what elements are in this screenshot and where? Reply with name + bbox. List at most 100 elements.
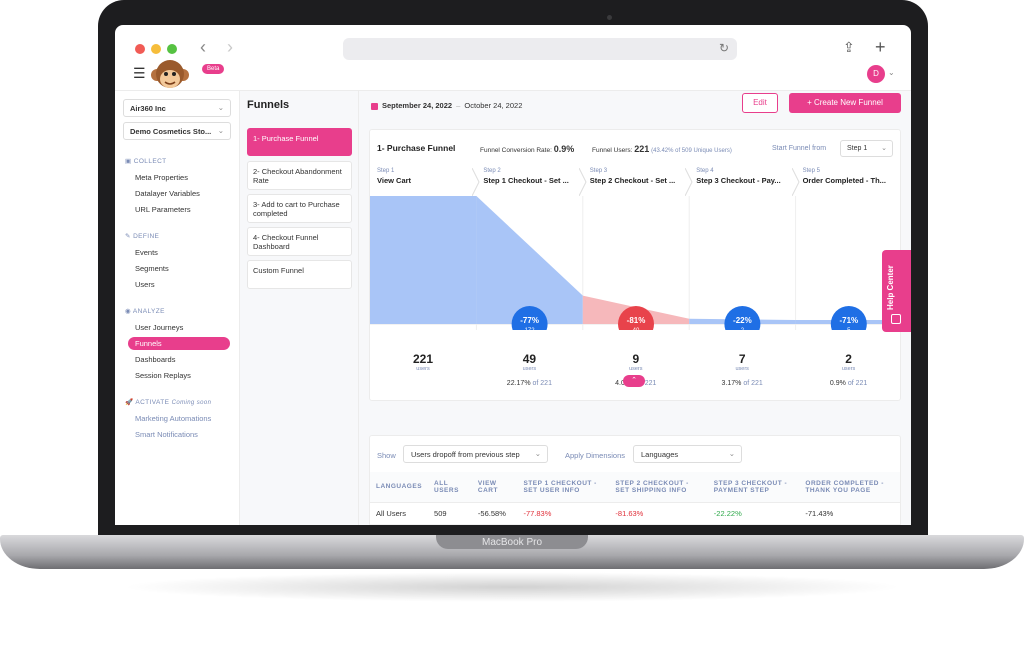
collapse-button[interactable]: ⌃ — [623, 375, 645, 387]
activate-section-label: ACTIVATE — [135, 399, 170, 406]
sidebar-item-users[interactable]: Users — [135, 280, 155, 289]
sidebar-item-dashboards[interactable]: Dashboards — [135, 355, 176, 364]
show-label: Show — [377, 451, 396, 460]
funnel-chart: -77% 172 -81% 40 -22% 2 -71% 5 — [370, 196, 902, 330]
help-center-button[interactable]: Help Center — [882, 250, 911, 332]
step-percent-value: 0.9% — [829, 380, 846, 387]
sidebar-item-events[interactable]: Events — [135, 248, 158, 257]
date-range-picker[interactable]: September 24, 2022 – October 24, 2022 — [367, 95, 526, 115]
step-number: Step 3 — [589, 168, 608, 174]
analyze-section-label: ANALYZE — [132, 308, 165, 315]
dropoff-percent: -22% — [733, 316, 752, 325]
minimize-dot[interactable] — [151, 44, 161, 54]
step-number: Step 2 — [483, 168, 501, 174]
start-step-select[interactable]: Step 1 ⌄ — [840, 140, 893, 157]
new-tab-icon[interactable]: + — [875, 37, 886, 57]
table-column-header[interactable]: VIEW CART — [471, 472, 518, 503]
step-users-count: 2 — [845, 352, 852, 366]
step-title: Step 2 Checkout - Set ... — [589, 176, 676, 185]
funnel-users-note: (43.42% of 509 Unique Users) — [651, 148, 732, 154]
sidebar-item-segments[interactable]: Segments — [135, 264, 169, 273]
table-cell: -77.83% — [517, 502, 610, 525]
step-header[interactable]: Step 4 Step 3 Checkout - Pay... — [696, 168, 790, 196]
url-bar[interactable]: ↻ — [343, 38, 737, 60]
help-center-label: Help Center — [886, 265, 895, 310]
funnel-card[interactable]: 4- Checkout Funnel Dashboard — [247, 227, 352, 256]
funnel-title: 1- Purchase Funnel — [377, 143, 456, 153]
date-start: September 24, 2022 — [382, 101, 453, 110]
share-icon[interactable]: ⇪ — [843, 39, 855, 55]
sidebar-item-funnels[interactable]: Funnels — [128, 337, 230, 350]
step-arrow-icon — [578, 168, 587, 196]
forward-icon[interactable]: › — [227, 37, 233, 57]
show-select[interactable]: Users dropoff from previous step ⌄ — [403, 445, 548, 463]
table-body: All Users 509 -56.58% -77.83% -81.63% -22.22%… — [370, 502, 900, 525]
dimension-select[interactable]: Languages ⌄ — [633, 445, 742, 463]
table-column-header[interactable]: STEP 3 CHECKOUT - PAYMENT STEP — [707, 472, 800, 503]
close-dot[interactable] — [135, 44, 145, 54]
funnel-card[interactable]: Custom Funnel — [247, 260, 352, 289]
dimension-select-value: Languages — [641, 450, 679, 459]
conversion-rate-value: 0.9% — [553, 144, 575, 154]
step-arrow-icon — [685, 168, 693, 196]
org-select[interactable]: Air360 Inc ⌄ — [123, 99, 231, 117]
dropoff-badge[interactable] — [830, 306, 867, 330]
device-brand: MacBook Pro — [481, 537, 543, 548]
step-percent: 0.9% of 221 — [796, 380, 902, 387]
step-title: Order Completed - Th... — [802, 176, 886, 185]
chevron-up-icon: ⌃ — [631, 377, 637, 384]
monkey-logo-icon — [151, 60, 189, 88]
dropoff-percent: -81% — [627, 316, 646, 325]
table-column-header[interactable]: STEP 2 CHECKOUT - SET SHIPPING INFO — [609, 472, 708, 503]
chevron-down-icon[interactable]: ⌄ — [888, 68, 895, 77]
sidebar-item-user-journeys[interactable]: User Journeys — [135, 323, 184, 332]
reload-icon[interactable]: ↻ — [718, 41, 729, 55]
step-header[interactable]: Step 5 Order Completed - Th... — [803, 168, 897, 196]
dropoff-badge[interactable] — [511, 306, 548, 330]
sidebar-item-marketing-automations[interactable]: Marketing Automations — [135, 414, 212, 423]
menu-icon[interactable]: ☰ — [133, 65, 146, 81]
funnel-bar[interactable] — [370, 196, 477, 324]
chevron-down-icon: ⌄ — [534, 449, 541, 458]
table-column-header[interactable]: ORDER COMPLETED - THANK YOU PAGE — [799, 472, 900, 503]
maximize-dot[interactable] — [167, 44, 177, 54]
step-header[interactable]: Step 1 View Cart — [377, 168, 471, 196]
dropoff-badge[interactable] — [724, 306, 761, 330]
funnel-card[interactable]: 3- Add to cart to Purchase completed — [247, 194, 352, 223]
step-number: Step 1 — [377, 168, 395, 174]
step-header[interactable]: Step 3 Step 2 Checkout - Set ... — [590, 168, 684, 196]
step-percent: 22.17% of 221 — [476, 380, 582, 387]
collect-section-label: COLLECT — [133, 158, 167, 165]
screen: ‹ › ↻ ⇪ + ☰ Beta D ⌄ Air360 Inc ⌄ Demo Co… — [115, 25, 911, 525]
table-column-header[interactable]: STEP 1 CHECKOUT - SET USER INFO — [517, 472, 610, 503]
avatar[interactable]: D — [867, 65, 885, 83]
funnel-panel: 1- Purchase Funnel Funnel Conversion Rat… — [369, 129, 902, 401]
conversion-rate-label: Funnel Conversion Rate: — [480, 147, 552, 154]
step-percent-value: 22.17% — [506, 380, 531, 387]
table-column-header[interactable]: LANGUAGES — [370, 472, 429, 503]
dropoff-badge[interactable] — [618, 306, 654, 330]
table-cell: -77.83% — [517, 524, 610, 525]
step-users-count: 9 — [632, 352, 640, 366]
funnel-users-label: Funnel Users: — [592, 147, 633, 154]
step-users-unit: users — [841, 366, 856, 372]
create-funnel-button[interactable]: + Create New Funnel — [789, 93, 901, 113]
chevron-down-icon: ⌄ — [217, 103, 224, 112]
step-header[interactable]: Step 2 Step 1 Checkout - Set ... — [483, 168, 577, 196]
sidebar-item-meta-properties[interactable]: Meta Properties — [135, 173, 188, 182]
step-users-unit: users — [735, 366, 749, 372]
funnel-card[interactable]: 1- Purchase Funnel — [247, 128, 352, 156]
table-row[interactable]: All Users 509 -56.58% -77.83% -81.63% -22.22%… — [370, 502, 900, 525]
edit-button[interactable]: Edit — [742, 93, 778, 113]
funnel-card[interactable]: 2- Checkout Abandonment Rate — [247, 161, 352, 190]
table-column-header[interactable]: ALL USERS — [428, 472, 472, 503]
table-row[interactable]: 509-56.58%-77.83%-81.63%-22.22%-71.43% — [370, 524, 900, 525]
help-icon — [891, 314, 901, 324]
sidebar-item-smart-notifications[interactable]: Smart Notifications — [135, 430, 198, 439]
sidebar-item-url-parameters[interactable]: URL Parameters — [135, 205, 191, 214]
table-cell: -81.63% — [609, 502, 708, 525]
sidebar-item-datalayer-variables[interactable]: Datalayer Variables — [135, 189, 200, 198]
back-icon[interactable]: ‹ — [200, 37, 206, 57]
site-select[interactable]: Demo Cosmetics Sto... ⌄ — [123, 122, 231, 140]
sidebar-item-session-replays[interactable]: Session Replays — [135, 371, 191, 380]
